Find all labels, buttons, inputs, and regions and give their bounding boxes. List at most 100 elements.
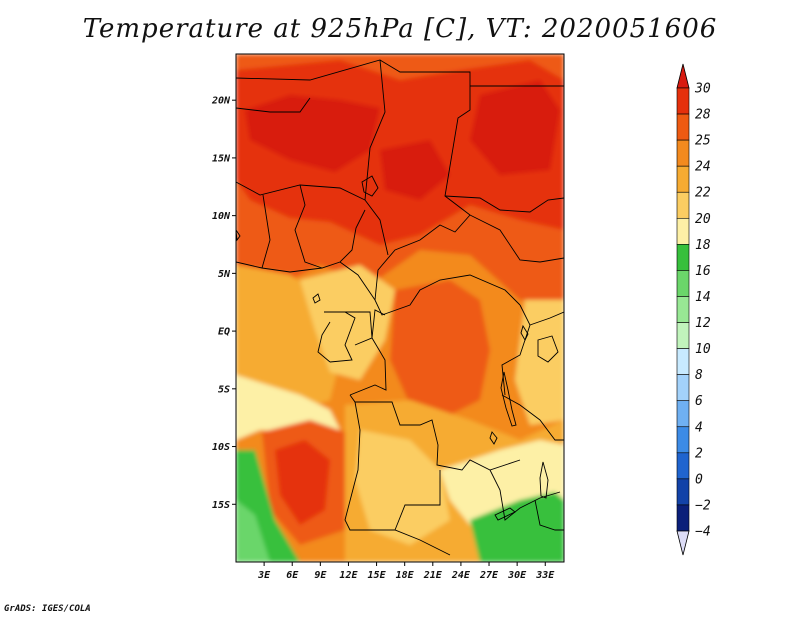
colorbar-swatch	[676, 191, 690, 219]
colorbar-under-arrow	[676, 530, 690, 556]
field-zambia-20c	[355, 430, 450, 545]
colorbar-label: 30	[694, 82, 711, 97]
colorbar-label: 0	[695, 472, 703, 487]
lake-chad	[361, 175, 379, 197]
border-line	[339, 261, 521, 316]
lat-tick-label: 15N	[212, 153, 231, 164]
colorbar-swatch	[676, 452, 690, 480]
colorbar-label: 2	[695, 446, 703, 461]
colorbar-swatch	[676, 244, 690, 271]
colorbar-label: 8	[695, 368, 703, 383]
lake-tanganyika	[500, 371, 517, 427]
field-central-25c	[390, 280, 490, 420]
border-line	[444, 195, 564, 213]
border-line	[344, 401, 451, 556]
field-hot-core-central-30c	[380, 140, 450, 200]
lon-tick-label: 30E	[507, 570, 527, 581]
lake-albert	[520, 324, 529, 341]
border-line	[236, 59, 471, 216]
border-line	[294, 184, 323, 269]
colorbar-label: 12	[695, 316, 711, 331]
lon-tick-label: 9E	[314, 570, 327, 581]
chart-title: Temperature at 925hPa [C], VT: 202005160…	[82, 14, 718, 44]
colorbar-over-arrow	[676, 63, 690, 89]
border-line	[534, 499, 564, 531]
colorbar-label: 14	[695, 290, 711, 305]
border-line	[349, 394, 521, 471]
border-line	[261, 194, 271, 269]
colorbar-swatch	[676, 139, 690, 167]
country-borders	[236, 59, 564, 556]
lon-tick-label: 6E	[286, 570, 299, 581]
colorbar-swatch	[676, 374, 690, 402]
lat-tick-label: 15S	[212, 500, 230, 511]
lon-tick-label: 15E	[368, 570, 387, 581]
colorbar-swatch	[676, 322, 690, 349]
lake-victoria	[537, 335, 559, 363]
border-line	[236, 97, 311, 113]
lake-malawi	[539, 461, 549, 499]
field-southwest-coast-14c	[236, 500, 270, 562]
colorbar-label: 18	[695, 238, 711, 253]
colorbar-label: 20	[695, 212, 711, 227]
border-line	[501, 394, 564, 441]
lon-tick-label: 33E	[535, 570, 555, 581]
lon-tick-label: 24E	[451, 570, 471, 581]
grads-credit: GrADS: IGES/COLA	[4, 604, 91, 614]
colorbar-swatch	[676, 478, 690, 506]
border-line	[324, 311, 356, 363]
border-line	[364, 59, 389, 256]
colorbar-swatch	[676, 165, 690, 193]
border-line	[529, 311, 564, 326]
colorbar-label: −4	[695, 525, 711, 540]
colorbar-swatch	[676, 296, 690, 323]
colorbar-label: 28	[695, 108, 711, 123]
colorbar-label: 6	[695, 394, 703, 409]
border-line	[349, 337, 387, 396]
lake-mweru	[489, 431, 498, 445]
colorbar-swatch	[676, 270, 690, 297]
lat-tick-label: 10N	[212, 211, 231, 222]
border-line	[394, 470, 441, 531]
map-frame	[235, 53, 565, 563]
colorbar-swatch	[676, 504, 690, 532]
lon-tick-label: 21E	[423, 570, 443, 581]
field-angola-core-28c	[275, 440, 330, 525]
colorbar-swatch	[676, 400, 690, 428]
colorbar-label: 24	[695, 160, 711, 175]
field-hot-core-west-30c	[245, 95, 380, 172]
field-east-highlands-20c	[515, 300, 564, 425]
lon-tick-label: 27E	[479, 570, 499, 581]
colorbar-swatch	[676, 87, 690, 115]
lake-kariba	[494, 507, 516, 521]
colorbar-label: 25	[695, 134, 711, 149]
colorbar-label: 10	[695, 342, 711, 357]
border-line	[374, 214, 564, 301]
lon-tick-label: 3E	[257, 570, 271, 581]
border-line	[317, 321, 331, 363]
lat-tick-label: 5N	[218, 269, 231, 280]
lat-tick-label: 5S	[218, 384, 230, 395]
colorbar-label: 22	[695, 186, 711, 201]
colorbar-swatch	[676, 426, 690, 454]
colorbar-swatch	[676, 217, 690, 245]
lat-tick-label: EQ	[218, 327, 230, 338]
field-highlands-16c	[470, 492, 564, 562]
lon-tick-label: 18E	[396, 570, 415, 581]
border-line	[236, 209, 366, 273]
map-plot-area	[236, 54, 564, 562]
bioko-island	[312, 293, 321, 304]
colorbar-swatch	[676, 348, 690, 375]
colorbar-swatch	[676, 113, 690, 141]
lon-tick-label: 12E	[339, 570, 358, 581]
map-axes: 20N 15N 10N 5N EQ 5S 10S 15S 3E 6E 9E 12E 15E 18E 21E 2…	[211, 96, 555, 581]
colorbar-label: 16	[695, 264, 711, 279]
field-hot-core-east-30c	[470, 80, 560, 175]
lat-tick-label: 20N	[211, 96, 231, 107]
colorbar-label: 4	[695, 420, 703, 435]
temperature-field	[236, 54, 564, 562]
lat-tick-label: 10S	[212, 442, 230, 453]
lakes	[236, 175, 559, 521]
